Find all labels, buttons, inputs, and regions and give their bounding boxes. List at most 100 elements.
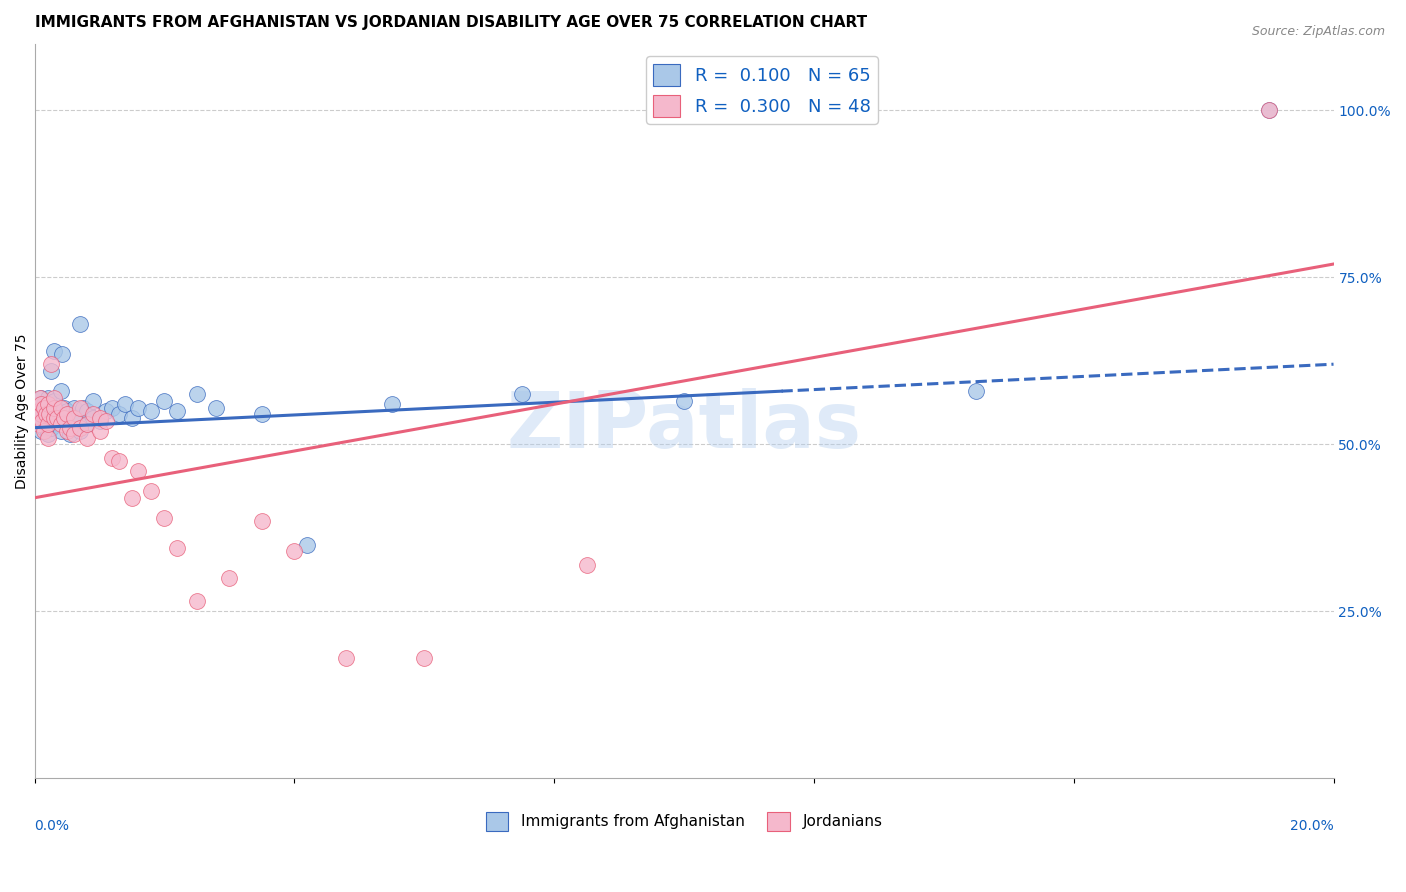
Point — [30, 404, 52, 418]
Point — [166, 404, 188, 418]
Point — [166, 541, 188, 555]
Point — [28, 417, 51, 432]
Point — [38, 407, 60, 421]
Point — [39, 357, 62, 371]
Point — [101, 450, 124, 465]
Point — [1257, 103, 1279, 118]
Point — [49, 384, 72, 398]
Point — [141, 404, 163, 418]
Point — [69, 424, 91, 438]
Point — [34, 420, 56, 434]
Point — [46, 410, 69, 425]
Point — [30, 397, 52, 411]
Point — [42, 391, 65, 405]
Point — [121, 491, 143, 505]
Point — [62, 414, 84, 428]
Point — [965, 384, 987, 398]
Point — [37, 431, 59, 445]
Point — [34, 407, 56, 421]
Point — [42, 410, 65, 425]
Point — [59, 420, 82, 434]
Point — [114, 397, 136, 411]
Point — [575, 558, 598, 572]
Point — [31, 414, 53, 428]
Point — [49, 424, 72, 438]
Point — [31, 414, 53, 428]
Point — [62, 401, 84, 415]
Point — [44, 401, 66, 415]
Point — [186, 387, 208, 401]
Point — [37, 404, 59, 418]
Point — [82, 407, 104, 421]
Point — [56, 417, 79, 432]
Point — [34, 401, 56, 415]
Point — [66, 410, 89, 425]
Point — [35, 417, 58, 432]
Point — [32, 407, 55, 421]
Point — [153, 393, 176, 408]
Point — [42, 401, 65, 415]
Point — [153, 510, 176, 524]
Point — [27, 417, 49, 432]
Point — [250, 514, 273, 528]
Point — [59, 427, 82, 442]
Point — [49, 401, 72, 415]
Point — [42, 404, 65, 418]
Point — [34, 397, 56, 411]
Point — [52, 401, 75, 415]
Point — [34, 401, 56, 415]
Point — [69, 420, 91, 434]
Legend: Immigrants from Afghanistan, Jordanians: Immigrants from Afghanistan, Jordanians — [479, 805, 889, 837]
Point — [34, 424, 56, 438]
Point — [27, 404, 49, 418]
Point — [205, 401, 228, 415]
Point — [56, 407, 79, 421]
Point — [30, 407, 52, 421]
Point — [42, 343, 65, 358]
Point — [30, 397, 52, 411]
Point — [108, 407, 131, 421]
Point — [101, 401, 124, 415]
Point — [56, 404, 79, 418]
Point — [127, 464, 149, 478]
Point — [108, 454, 131, 468]
Point — [72, 401, 94, 415]
Point — [250, 407, 273, 421]
Point — [34, 410, 56, 425]
Point — [76, 417, 98, 432]
Text: ZIPatlas: ZIPatlas — [506, 388, 862, 464]
Point — [218, 571, 240, 585]
Point — [62, 427, 84, 442]
Point — [89, 410, 111, 425]
Point — [510, 387, 533, 401]
Point — [52, 410, 75, 425]
Point — [27, 407, 49, 421]
Point — [69, 401, 91, 415]
Point — [39, 364, 62, 378]
Point — [94, 404, 117, 418]
Point — [673, 393, 696, 408]
Point — [82, 410, 104, 425]
Point — [39, 420, 62, 434]
Point — [28, 410, 51, 425]
Point — [141, 484, 163, 499]
Point — [62, 410, 84, 425]
Point — [37, 397, 59, 411]
Point — [76, 404, 98, 418]
Point — [30, 424, 52, 438]
Text: IMMIGRANTS FROM AFGHANISTAN VS JORDANIAN DISABILITY AGE OVER 75 CORRELATION CHAR: IMMIGRANTS FROM AFGHANISTAN VS JORDANIAN… — [35, 15, 866, 30]
Point — [413, 651, 436, 665]
Point — [297, 537, 319, 551]
Point — [30, 391, 52, 405]
Point — [94, 414, 117, 428]
Point — [49, 407, 72, 421]
Point — [37, 414, 59, 428]
Point — [186, 594, 208, 608]
Point — [381, 397, 404, 411]
Point — [37, 391, 59, 405]
Point — [28, 401, 51, 415]
Point — [76, 431, 98, 445]
Point — [42, 393, 65, 408]
Point — [56, 424, 79, 438]
Y-axis label: Disability Age Over 75: Disability Age Over 75 — [15, 334, 30, 489]
